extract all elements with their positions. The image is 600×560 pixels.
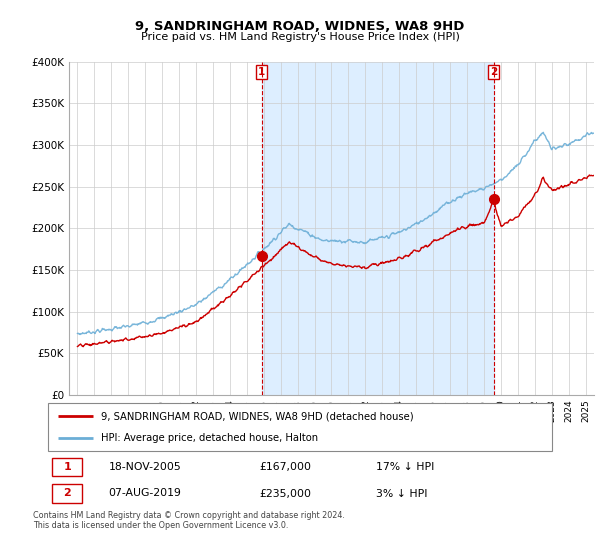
Bar: [262, 62, 494, 395]
Text: 17% ↓ HPI: 17% ↓ HPI: [376, 462, 434, 472]
FancyBboxPatch shape: [48, 403, 552, 451]
Text: 9, SANDRINGHAM ROAD, WIDNES, WA8 9HD: 9, SANDRINGHAM ROAD, WIDNES, WA8 9HD: [136, 20, 464, 32]
Text: £235,000: £235,000: [260, 488, 311, 498]
FancyBboxPatch shape: [52, 458, 82, 476]
FancyBboxPatch shape: [52, 484, 82, 502]
Text: HPI: Average price, detached house, Halton: HPI: Average price, detached house, Halt…: [101, 433, 318, 443]
Text: £167,000: £167,000: [260, 462, 311, 472]
Text: Contains HM Land Registry data © Crown copyright and database right 2024.
This d: Contains HM Land Registry data © Crown c…: [33, 511, 345, 530]
Text: 07-AUG-2019: 07-AUG-2019: [109, 488, 181, 498]
Text: 2: 2: [63, 488, 71, 498]
Text: 3% ↓ HPI: 3% ↓ HPI: [376, 488, 427, 498]
Text: 2: 2: [490, 67, 497, 77]
Text: 1: 1: [258, 67, 265, 77]
Text: Price paid vs. HM Land Registry's House Price Index (HPI): Price paid vs. HM Land Registry's House …: [140, 32, 460, 42]
Text: 18-NOV-2005: 18-NOV-2005: [109, 462, 181, 472]
Text: 1: 1: [63, 462, 71, 472]
Text: 9, SANDRINGHAM ROAD, WIDNES, WA8 9HD (detached house): 9, SANDRINGHAM ROAD, WIDNES, WA8 9HD (de…: [101, 411, 413, 421]
